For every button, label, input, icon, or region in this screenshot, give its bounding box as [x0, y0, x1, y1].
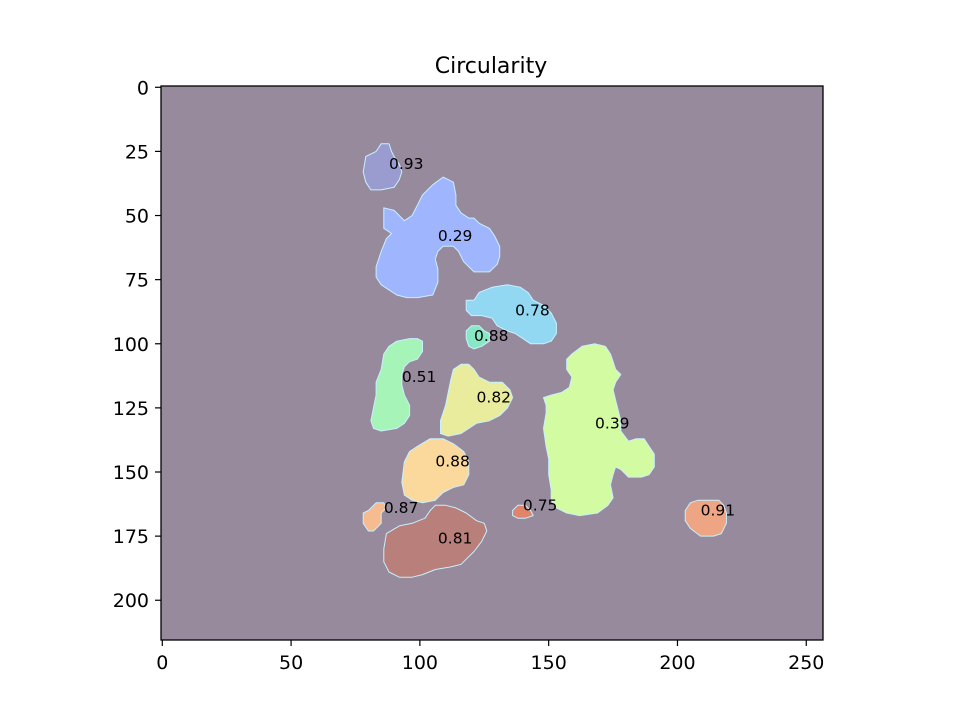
- circularity-label-9: 0.87: [384, 499, 419, 517]
- x-tick-label: 50: [279, 652, 303, 674]
- circularity-label-8: 0.88: [435, 453, 470, 471]
- circularity-label-5: 0.51: [402, 368, 437, 386]
- circularity-label-11: 0.91: [701, 501, 736, 519]
- region-12: [383, 504, 488, 578]
- circularity-label-10: 0.75: [523, 496, 558, 514]
- chart-title: Circularity: [435, 54, 547, 79]
- circularity-label-7: 0.39: [595, 414, 630, 432]
- region-1: [362, 143, 403, 191]
- region-8: [401, 438, 470, 504]
- y-tick-label: 150: [113, 462, 149, 484]
- circularity-label-12: 0.81: [438, 530, 473, 548]
- regions-layer: [362, 143, 727, 578]
- x-tick-label: 250: [788, 652, 824, 674]
- x-tick-label: 200: [659, 652, 695, 674]
- y-tick-label: 175: [113, 526, 149, 548]
- image-background: [161, 86, 823, 640]
- circularity-label-6: 0.82: [477, 389, 512, 407]
- y-tick-label: 75: [125, 270, 149, 292]
- region-5: [370, 338, 423, 432]
- region-6: [440, 363, 514, 437]
- circularity-label-3: 0.78: [515, 301, 550, 319]
- x-tick-label: 0: [156, 652, 168, 674]
- circularity-label-2: 0.29: [438, 227, 473, 245]
- y-tick-label: 25: [125, 141, 149, 163]
- region-2: [375, 176, 501, 299]
- x-axis: 0 50 100 150 200 250: [156, 640, 824, 674]
- annotation-layer: 0.93 0.29 0.78 0.88 0.51 0.82 0.39 0.88 0.87 0.75…: [384, 155, 735, 547]
- y-tick-label: 50: [125, 206, 149, 228]
- axes-frame: [160, 85, 824, 641]
- y-tick-label: 125: [113, 398, 149, 420]
- region-7: [543, 343, 655, 517]
- region-3: [465, 284, 557, 345]
- region-11: [684, 499, 727, 537]
- x-tick-label: 150: [531, 652, 567, 674]
- region-4: [465, 325, 490, 350]
- y-tick-label: 0: [137, 77, 149, 99]
- y-tick-label: 200: [113, 590, 149, 612]
- circularity-label-1: 0.93: [389, 155, 424, 173]
- region-10: [512, 504, 534, 519]
- plot-area: 0.93 0.29 0.78 0.88 0.51 0.82 0.39 0.88 0.87 0.75…: [160, 85, 824, 641]
- circularity-label-4: 0.88: [474, 327, 509, 345]
- y-axis: 0 25 50 75 100 125 150 175 200: [113, 77, 161, 612]
- y-tick-label: 100: [113, 334, 149, 356]
- x-tick-label: 100: [402, 652, 438, 674]
- region-9: [362, 502, 387, 532]
